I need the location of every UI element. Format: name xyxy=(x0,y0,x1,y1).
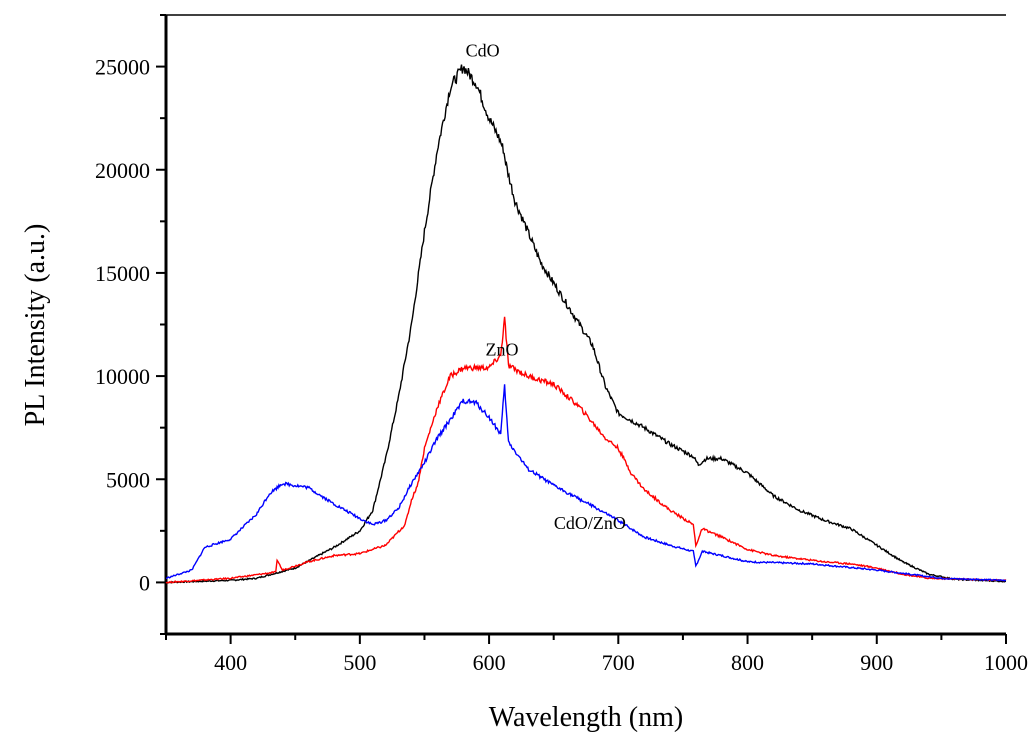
y-tick-label: 15000 xyxy=(95,261,150,286)
x-tick-label: 600 xyxy=(473,650,506,675)
y-axis-label: PL Intensity (a.u.) xyxy=(20,224,51,427)
x-tick-label: 700 xyxy=(602,650,635,675)
y-tick-label: 25000 xyxy=(95,55,150,80)
series-line-cdo xyxy=(165,64,1007,584)
series-group xyxy=(165,64,1007,584)
series-annotation: CdO/ZnO xyxy=(554,513,626,533)
y-tick-label: 5000 xyxy=(106,467,150,492)
x-tick-label: 900 xyxy=(860,650,893,675)
x-axis-label: Wavelength (nm) xyxy=(489,702,683,733)
y-tick-label: 10000 xyxy=(95,364,150,389)
annotations: CdO ZnO CdO/ZnO xyxy=(466,40,626,533)
y-tick-label: 0 xyxy=(139,570,150,595)
x-tick-label: 500 xyxy=(343,650,376,675)
series-line-zno xyxy=(165,316,1007,584)
series-line-cdo-zno xyxy=(166,384,1006,582)
y-tick-label: 20000 xyxy=(95,158,150,183)
x-tick-label: 800 xyxy=(731,650,764,675)
axes: 400 500 600 700 800 900 1000050001000015000200… xyxy=(95,14,1028,675)
series-annotation: CdO xyxy=(466,40,500,60)
series-annotation: ZnO xyxy=(486,339,519,359)
x-tick-label: 400 xyxy=(214,650,247,675)
x-tick-label: 1000 xyxy=(984,650,1028,675)
